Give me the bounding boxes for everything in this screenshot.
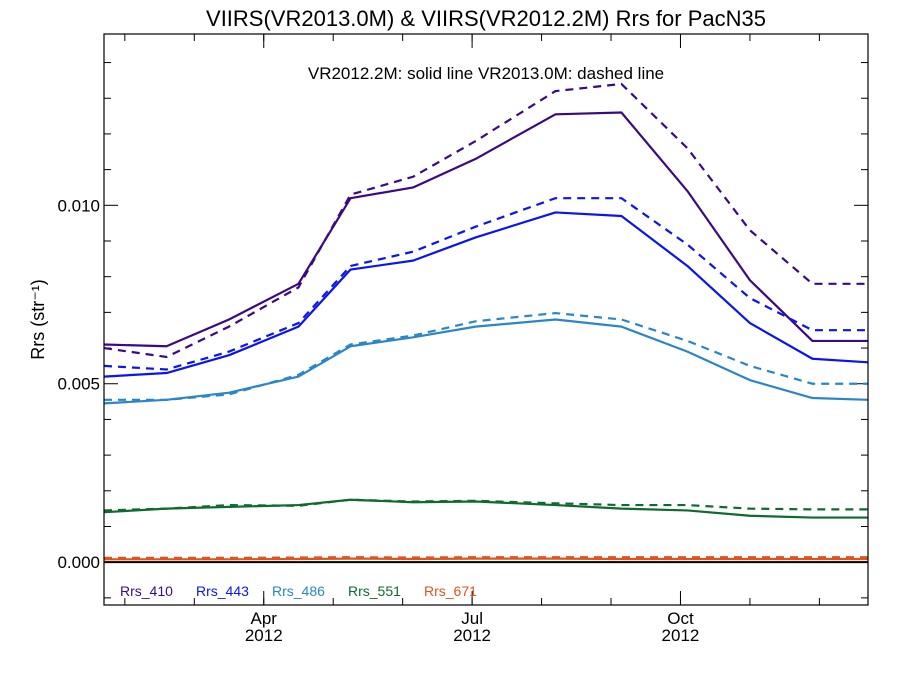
x-tick-label: Jul: [461, 609, 483, 628]
y-axis-label: Rrs (str⁻¹): [28, 279, 48, 359]
x-tick-label: Oct: [667, 609, 694, 628]
y-tick-label: 0.000: [57, 553, 100, 572]
series-layer: [103, 82, 869, 561]
x-tick-year-label: 2012: [453, 626, 491, 645]
legend-item-rrs_410: Rrs_410: [120, 583, 173, 599]
series-line-dashed-rrs_671: [104, 556, 868, 559]
plot-frame: [103, 33, 869, 606]
series-line-dashed-rrs_443: [103, 197, 868, 371]
legend-item-rrs_443: Rrs_443: [196, 583, 249, 599]
y-tick-label: 0.010: [57, 196, 100, 215]
x-tick-label: Apr: [251, 609, 278, 628]
legend: Rrs_410 Rrs_443 Rrs_486 Rrs_551 Rrs_671: [120, 583, 477, 599]
legend-item-rrs_671: Rrs_671: [424, 583, 477, 599]
axes-layer: 0.0000.0050.010Apr2012Jul2012Oct2012Rrs …: [28, 34, 868, 645]
series-line-solid-rrs_486: [103, 318, 869, 405]
chart-title: VIIRS(VR2013.0M) & VIIRS(VR2012.2M) Rrs …: [206, 6, 766, 31]
x-tick-year-label: 2012: [245, 626, 283, 645]
series-line-solid-rrs_671: [104, 557, 868, 561]
series-line-solid-rrs_551: [103, 498, 868, 519]
legend-item-rrs_486: Rrs_486: [272, 583, 325, 599]
series-line-solid-rrs_410: [103, 111, 868, 348]
chart-subtitle: VR2012.2M: solid line VR2013.0M: dashed …: [308, 64, 664, 83]
series-line-solid-rrs_443: [103, 211, 869, 378]
x-tick-year-label: 2012: [662, 626, 700, 645]
series-line-dashed-rrs_486: [104, 311, 868, 401]
series-line-dashed-rrs_410: [103, 82, 868, 359]
y-tick-label: 0.005: [57, 375, 100, 394]
series-line-dashed-rrs_551: [103, 498, 868, 512]
legend-item-rrs_551: Rrs_551: [348, 583, 401, 599]
